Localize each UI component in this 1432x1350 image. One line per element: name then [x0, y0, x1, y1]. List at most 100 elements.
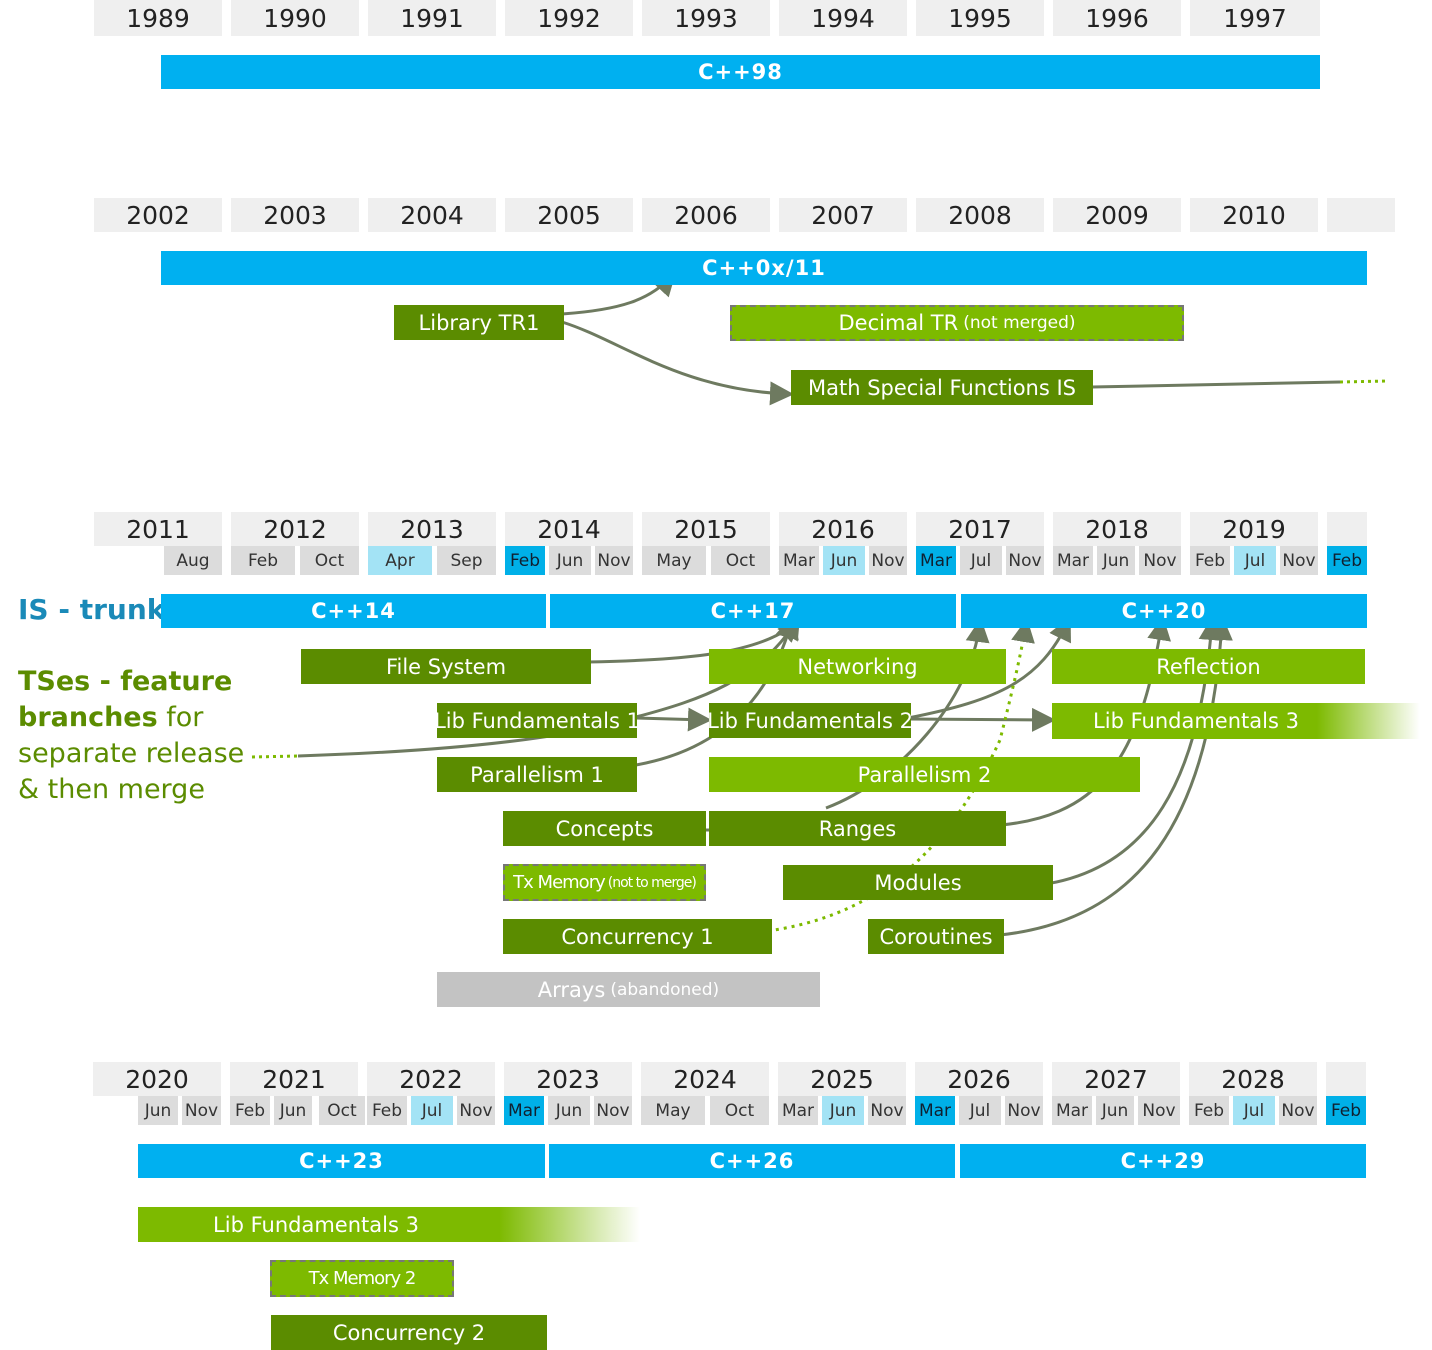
ts-decimal-tr-label: Decimal TR [838, 311, 959, 335]
year-cell: 2018 [1053, 512, 1181, 546]
ts-parallelism-2: Parallelism 2 [709, 757, 1140, 792]
ts-library-tr1: Library TR1 [394, 305, 564, 340]
year-cell: 1995 [916, 0, 1044, 36]
year-cell: 2009 [1053, 198, 1181, 232]
arrow-tr1-to-math [561, 320, 794, 406]
ts-coroutines: Coroutines [868, 919, 1004, 954]
month-cell: Jul [960, 546, 1002, 575]
standard-bar-cpp11: C++0x/11 [161, 251, 1367, 285]
year-cell: 2027 [1052, 1062, 1180, 1096]
month-cell: Oct [711, 546, 770, 575]
ts-reflection: Reflection [1052, 649, 1365, 684]
tses-label: TSes - feature branches for separate rel… [18, 664, 244, 808]
month-cell: Feb [367, 1096, 407, 1125]
month-cell: Nov [1280, 546, 1318, 575]
month-cell: Jul [1233, 1096, 1275, 1125]
tses-label-line3: separate release [18, 738, 245, 769]
year-cell: 2026 [915, 1062, 1043, 1096]
is-trunk-label: IS - trunk [18, 593, 166, 626]
arrow-tses-dotted [251, 754, 299, 759]
arrow-concurrency-dotted [759, 618, 1035, 934]
month-cell: Mar [1053, 546, 1093, 575]
month-cell: Feb [1327, 546, 1367, 575]
ts-concurrency-1: Concurrency 1 [503, 919, 772, 954]
arrow-par1-to-cpp17 [635, 614, 799, 767]
month-cell: Nov [1139, 546, 1181, 575]
standard-bar-cpp29: C++29 [960, 1144, 1366, 1178]
standard-bar-cpp23: C++23 [138, 1144, 545, 1178]
month-cell: Nov [1006, 546, 1044, 575]
year-cell: 2020 [93, 1062, 221, 1096]
ts-lib-fundamentals-3-label: Lib Fundamentals 3 [1093, 709, 1299, 733]
year-cell: 2006 [642, 198, 770, 232]
year-cell: 1990 [231, 0, 359, 36]
month-cell: Mar [504, 1096, 544, 1125]
year-cell: 1996 [1053, 0, 1181, 36]
month-cell: Mar [1052, 1096, 1092, 1125]
tses-label-for: for [157, 702, 204, 733]
year-cell: 1993 [642, 0, 770, 36]
arrow-lf2-to-lf3 [907, 707, 1056, 732]
arrow-coroutines-merge [999, 616, 1233, 937]
ts-tx-memory-2-label: Tx Memory 2 [308, 1268, 417, 1289]
year-cell: 2024 [641, 1062, 769, 1096]
ts-concepts: Concepts [503, 811, 706, 846]
month-cell: Mar [779, 546, 819, 575]
year-cell: 1997 [1190, 0, 1320, 36]
year-cell: 2011 [94, 512, 222, 546]
year-cell: 2025 [778, 1062, 906, 1096]
year-cell: 1992 [505, 0, 633, 36]
ts-concurrency-2: Concurrency 2 [271, 1315, 547, 1350]
month-cell: Jun [549, 546, 591, 575]
standard-bar-cpp20: C++20 [961, 594, 1367, 628]
month-cell: Jul [959, 1096, 1001, 1125]
month-cell: Nov [1138, 1096, 1180, 1125]
standard-bar-cpp14: C++14 [161, 594, 546, 628]
ts-modules: Modules [783, 865, 1053, 900]
month-cell: Jul [411, 1096, 453, 1125]
ts-lib-fundamentals-2: Lib Fundamentals 2 [707, 703, 913, 738]
year-cell: 1991 [368, 0, 496, 36]
ts-math-special-functions: Math Special Functions IS [791, 370, 1093, 405]
year-cell: 2014 [505, 512, 633, 546]
ts-lib-fundamentals-1: Lib Fundamentals 1 [434, 703, 640, 738]
ts-lib-fundamentals-3: Lib Fundamentals 3 [1052, 703, 1420, 739]
month-cell: Nov [869, 546, 907, 575]
month-cell: Oct [319, 1096, 365, 1125]
tses-label-line1: TSes - feature [18, 666, 233, 697]
standard-bar-cpp98: C++98 [161, 55, 1320, 89]
month-cell: Nov [1005, 1096, 1043, 1125]
ts-arrays: Arrays (abandoned) [437, 972, 820, 1007]
month-cell: Feb [1189, 1096, 1229, 1125]
standard-bar-cpp17: C++17 [550, 594, 956, 628]
month-cell: Nov [594, 1096, 632, 1125]
year-cell [1326, 1062, 1366, 1096]
ts-networking: Networking [709, 649, 1006, 684]
tses-label-line2: branches for [18, 700, 244, 736]
year-cell: 2016 [779, 512, 907, 546]
year-cell: 2015 [642, 512, 770, 546]
month-cell: Jun [274, 1096, 312, 1125]
arrow-math-continue [1091, 380, 1341, 389]
arrow-lf2-to-cpp20 [907, 616, 1071, 720]
ts-tx-memory: Tx Memory (not to merge) [503, 864, 706, 901]
ts-parallelism-1: Parallelism 1 [437, 757, 637, 792]
year-cell: 2012 [231, 512, 359, 546]
month-cell: Sep [437, 546, 496, 575]
month-cell: Feb [231, 546, 295, 575]
ts-file-system: File System [301, 649, 591, 684]
ts-decimal-tr: Decimal TR (not merged) [730, 305, 1184, 341]
year-cell: 2010 [1190, 198, 1318, 232]
year-cell: 2007 [779, 198, 907, 232]
tses-label-line4: & then merge [18, 774, 205, 805]
ts-arrays-note: (abandoned) [610, 979, 720, 1000]
year-cell: 2022 [367, 1062, 495, 1096]
month-cell: Nov [182, 1096, 221, 1125]
year-cell [1327, 198, 1395, 232]
year-cell: 2021 [230, 1062, 358, 1096]
month-cell: Jun [1096, 1096, 1134, 1125]
year-cell: 2002 [94, 198, 222, 232]
year-cell: 2008 [916, 198, 1044, 232]
month-cell: Jun [138, 1096, 178, 1125]
month-cell: May [642, 546, 706, 575]
